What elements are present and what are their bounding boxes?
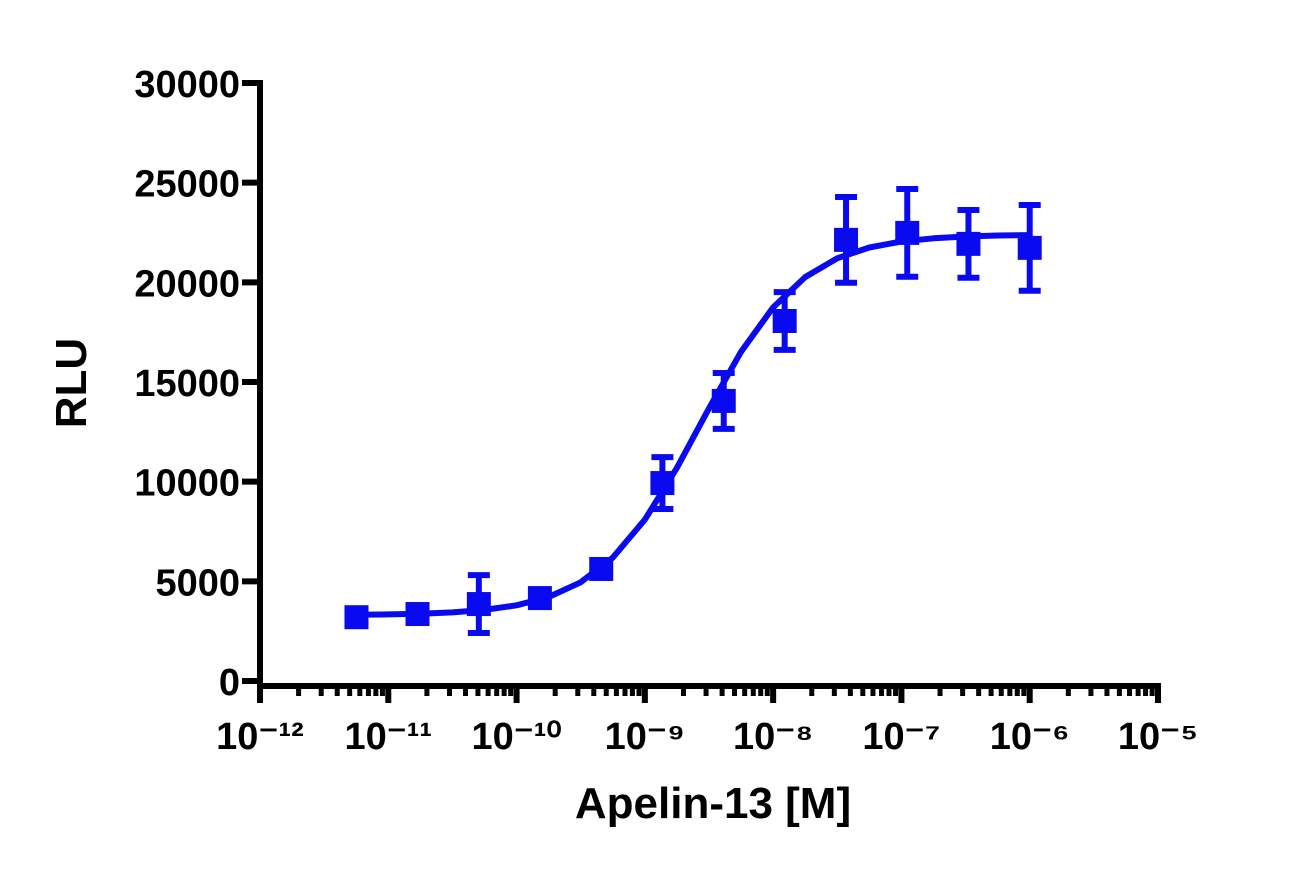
x-tick-label: 10⁻⁸ xyxy=(733,716,813,758)
point xyxy=(772,309,797,334)
point xyxy=(650,471,675,496)
point xyxy=(527,586,552,611)
fit-curve xyxy=(349,232,1030,618)
x-tick-label: 10⁻¹¹ xyxy=(344,716,432,758)
y-tick-label: 25000 xyxy=(134,164,240,206)
point xyxy=(405,602,430,627)
x-tick-label: 10⁻¹⁰ xyxy=(471,716,561,758)
point xyxy=(956,231,981,256)
point xyxy=(711,388,736,413)
point xyxy=(834,227,859,252)
y-tick-label: 0 xyxy=(219,662,240,704)
x-axis-title: Apelin-13 [M] xyxy=(575,779,851,828)
y-tick-label: 20000 xyxy=(134,263,240,305)
x-tick-label: 10⁻⁷ xyxy=(862,716,940,758)
point xyxy=(344,605,369,630)
y-axis-title: RLU xyxy=(47,338,96,428)
y-tick-label: 5000 xyxy=(155,562,240,604)
y-tick-label: 30000 xyxy=(134,64,240,106)
y-tick-label: 10000 xyxy=(134,463,240,505)
x-tick-label: 10⁻¹² xyxy=(216,716,304,758)
point xyxy=(1017,235,1042,260)
x-tick-label: 10⁻⁵ xyxy=(1118,716,1198,758)
point xyxy=(466,592,491,617)
x-tick-label: 10⁻⁶ xyxy=(990,716,1070,758)
point xyxy=(895,220,920,245)
x-tick-label: 10⁻⁹ xyxy=(605,716,685,758)
point xyxy=(589,556,614,581)
y-tick-label: 15000 xyxy=(134,363,240,405)
